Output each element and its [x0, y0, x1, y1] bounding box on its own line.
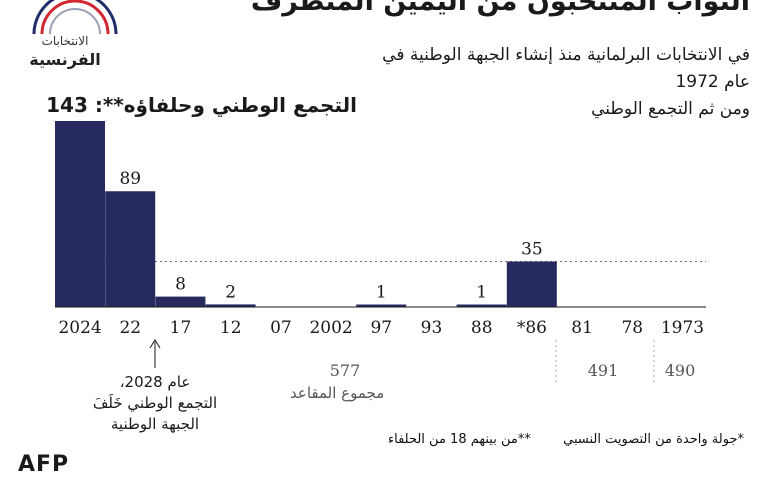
x-tick-93: 93: [421, 318, 443, 338]
bar-17: [155, 296, 206, 307]
bar-12: [205, 304, 256, 307]
x-tick-12: 12: [220, 318, 242, 338]
x-tick-*86: *86: [517, 318, 547, 338]
data-label-12: 2: [225, 282, 236, 302]
x-tick-2024: 2024: [58, 318, 101, 338]
x-tick-78: 78: [621, 318, 643, 338]
bar-*86: [506, 261, 557, 307]
logo-arc-red: [40, 0, 110, 35]
annotation-arrow-head: [149, 339, 161, 349]
x-tick-88: 88: [471, 318, 493, 338]
logo-text-french: الفرنسية: [29, 50, 101, 69]
x-tick-07: 07: [270, 318, 292, 338]
data-label-22: 89: [119, 169, 141, 189]
data-label-*86: 35: [521, 239, 543, 259]
total-seats-caption: مجموع المقاعد: [290, 384, 385, 402]
chart-subtitle: في الانتخابات البرلمانية منذ إنشاء الجبه…: [370, 42, 750, 123]
chart-title: النواب المنتخبون من اليمين المتطرف: [250, 0, 750, 17]
x-tick-22: 22: [119, 318, 141, 338]
bar-2024: [55, 121, 105, 307]
election-logo: [32, 0, 118, 35]
group-total-0: 577: [330, 361, 361, 380]
x-tick-97: 97: [370, 318, 392, 338]
logo-arc-grey: [49, 8, 101, 35]
logo-arc-blue: [32, 0, 118, 35]
data-label-97: 1: [376, 283, 387, 303]
group-total-1: 491: [588, 361, 619, 380]
x-tick-17: 17: [170, 318, 192, 338]
data-label-88: 1: [476, 283, 487, 303]
afp-logo: AFP: [18, 452, 70, 477]
logo-text-elections: الانتخابات: [41, 34, 89, 48]
group-total-2: 490: [665, 361, 696, 380]
note-allies: **من بينهم 18 من الحلفاء: [388, 432, 531, 447]
bar-97: [356, 304, 407, 307]
bar-22: [105, 191, 156, 307]
note-proportional: *جولة واحدة من التصويت النسبي: [563, 432, 744, 447]
headline-total: التجمع الوطني وحلفاؤه**: 143: [46, 93, 357, 117]
x-tick-2002: 2002: [309, 318, 352, 338]
annotation-line-1: عام 2028،: [119, 373, 191, 391]
bar-88: [456, 304, 507, 307]
subtitle-line-2: ومن ثم التجمع الوطني: [591, 99, 750, 119]
x-tick-1973: 1973: [661, 318, 704, 338]
x-tick-81: 81: [571, 318, 593, 338]
annotation-2028: عام 2028، التجمع الوطني خَلَفَ الجبهة ال…: [60, 372, 250, 435]
annotation-line-3: الجبهة الوطنية: [110, 415, 200, 433]
subtitle-line-1: في الانتخابات البرلمانية منذ إنشاء الجبه…: [382, 45, 750, 92]
annotation-line-2: التجمع الوطني خَلَفَ: [92, 394, 218, 412]
data-label-17: 8: [175, 275, 186, 295]
